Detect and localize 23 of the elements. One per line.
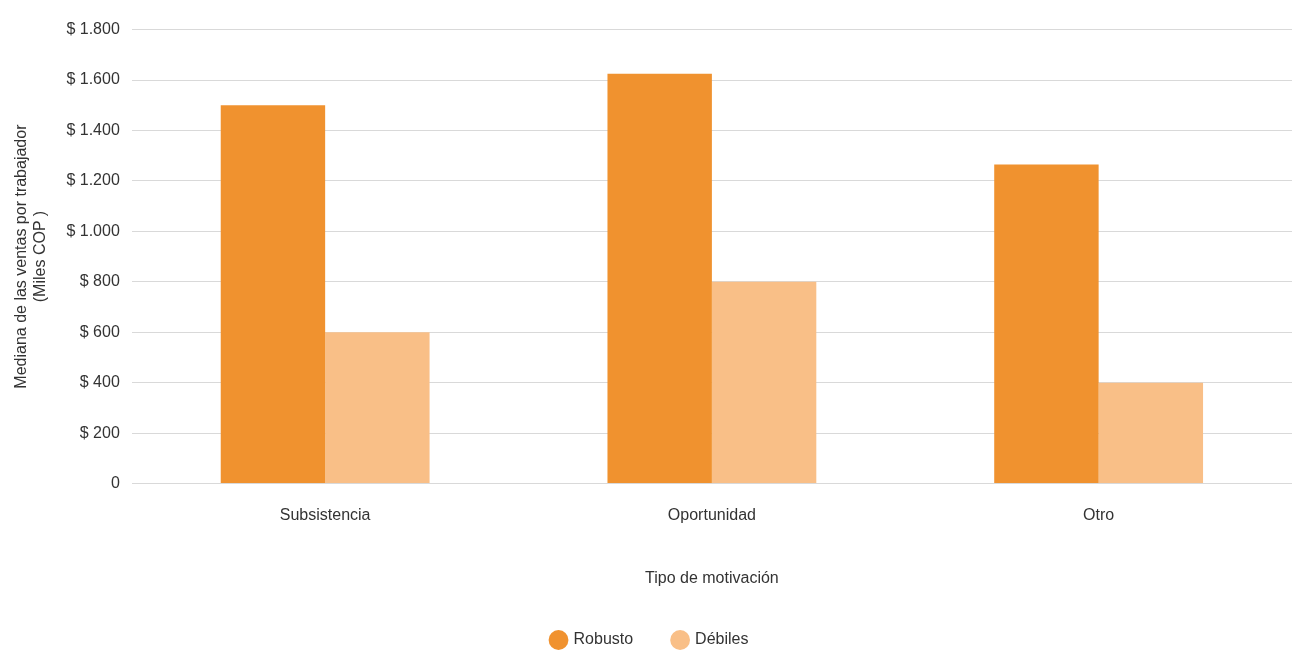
y-tick-label: $ 600 bbox=[79, 322, 120, 340]
x-tick-label: Otro bbox=[1083, 505, 1115, 523]
x-tick-label: Subsistencia bbox=[279, 505, 371, 523]
bar bbox=[994, 164, 1099, 484]
y-tick-label: $ 1.600 bbox=[66, 70, 120, 88]
bar bbox=[1098, 382, 1204, 484]
y-tick-label: $ 1.400 bbox=[66, 120, 120, 138]
y-tick-label: $ 1.000 bbox=[66, 221, 120, 239]
y-tick-label: $ 800 bbox=[79, 272, 120, 290]
bar bbox=[711, 281, 817, 484]
x-axis-title: Tipo de motivación bbox=[645, 568, 779, 586]
y-tick-label: $ 400 bbox=[79, 373, 120, 391]
bar bbox=[607, 73, 712, 484]
x-tick-label: Oportunidad bbox=[667, 505, 756, 523]
y-tick-label: 0 bbox=[110, 474, 120, 492]
legend-label: Débiles bbox=[695, 630, 749, 648]
y-axis-title: Mediana de las ventas por trabajador (Miles COP ) bbox=[12, 123, 49, 389]
y-tick-label: $ 1.200 bbox=[66, 171, 120, 189]
y-tick-label: $ 200 bbox=[79, 423, 120, 441]
bar bbox=[220, 105, 326, 484]
bar bbox=[325, 332, 430, 484]
y-tick-label: $ 1.800 bbox=[66, 20, 120, 38]
legend-label: Robusto bbox=[573, 630, 634, 648]
